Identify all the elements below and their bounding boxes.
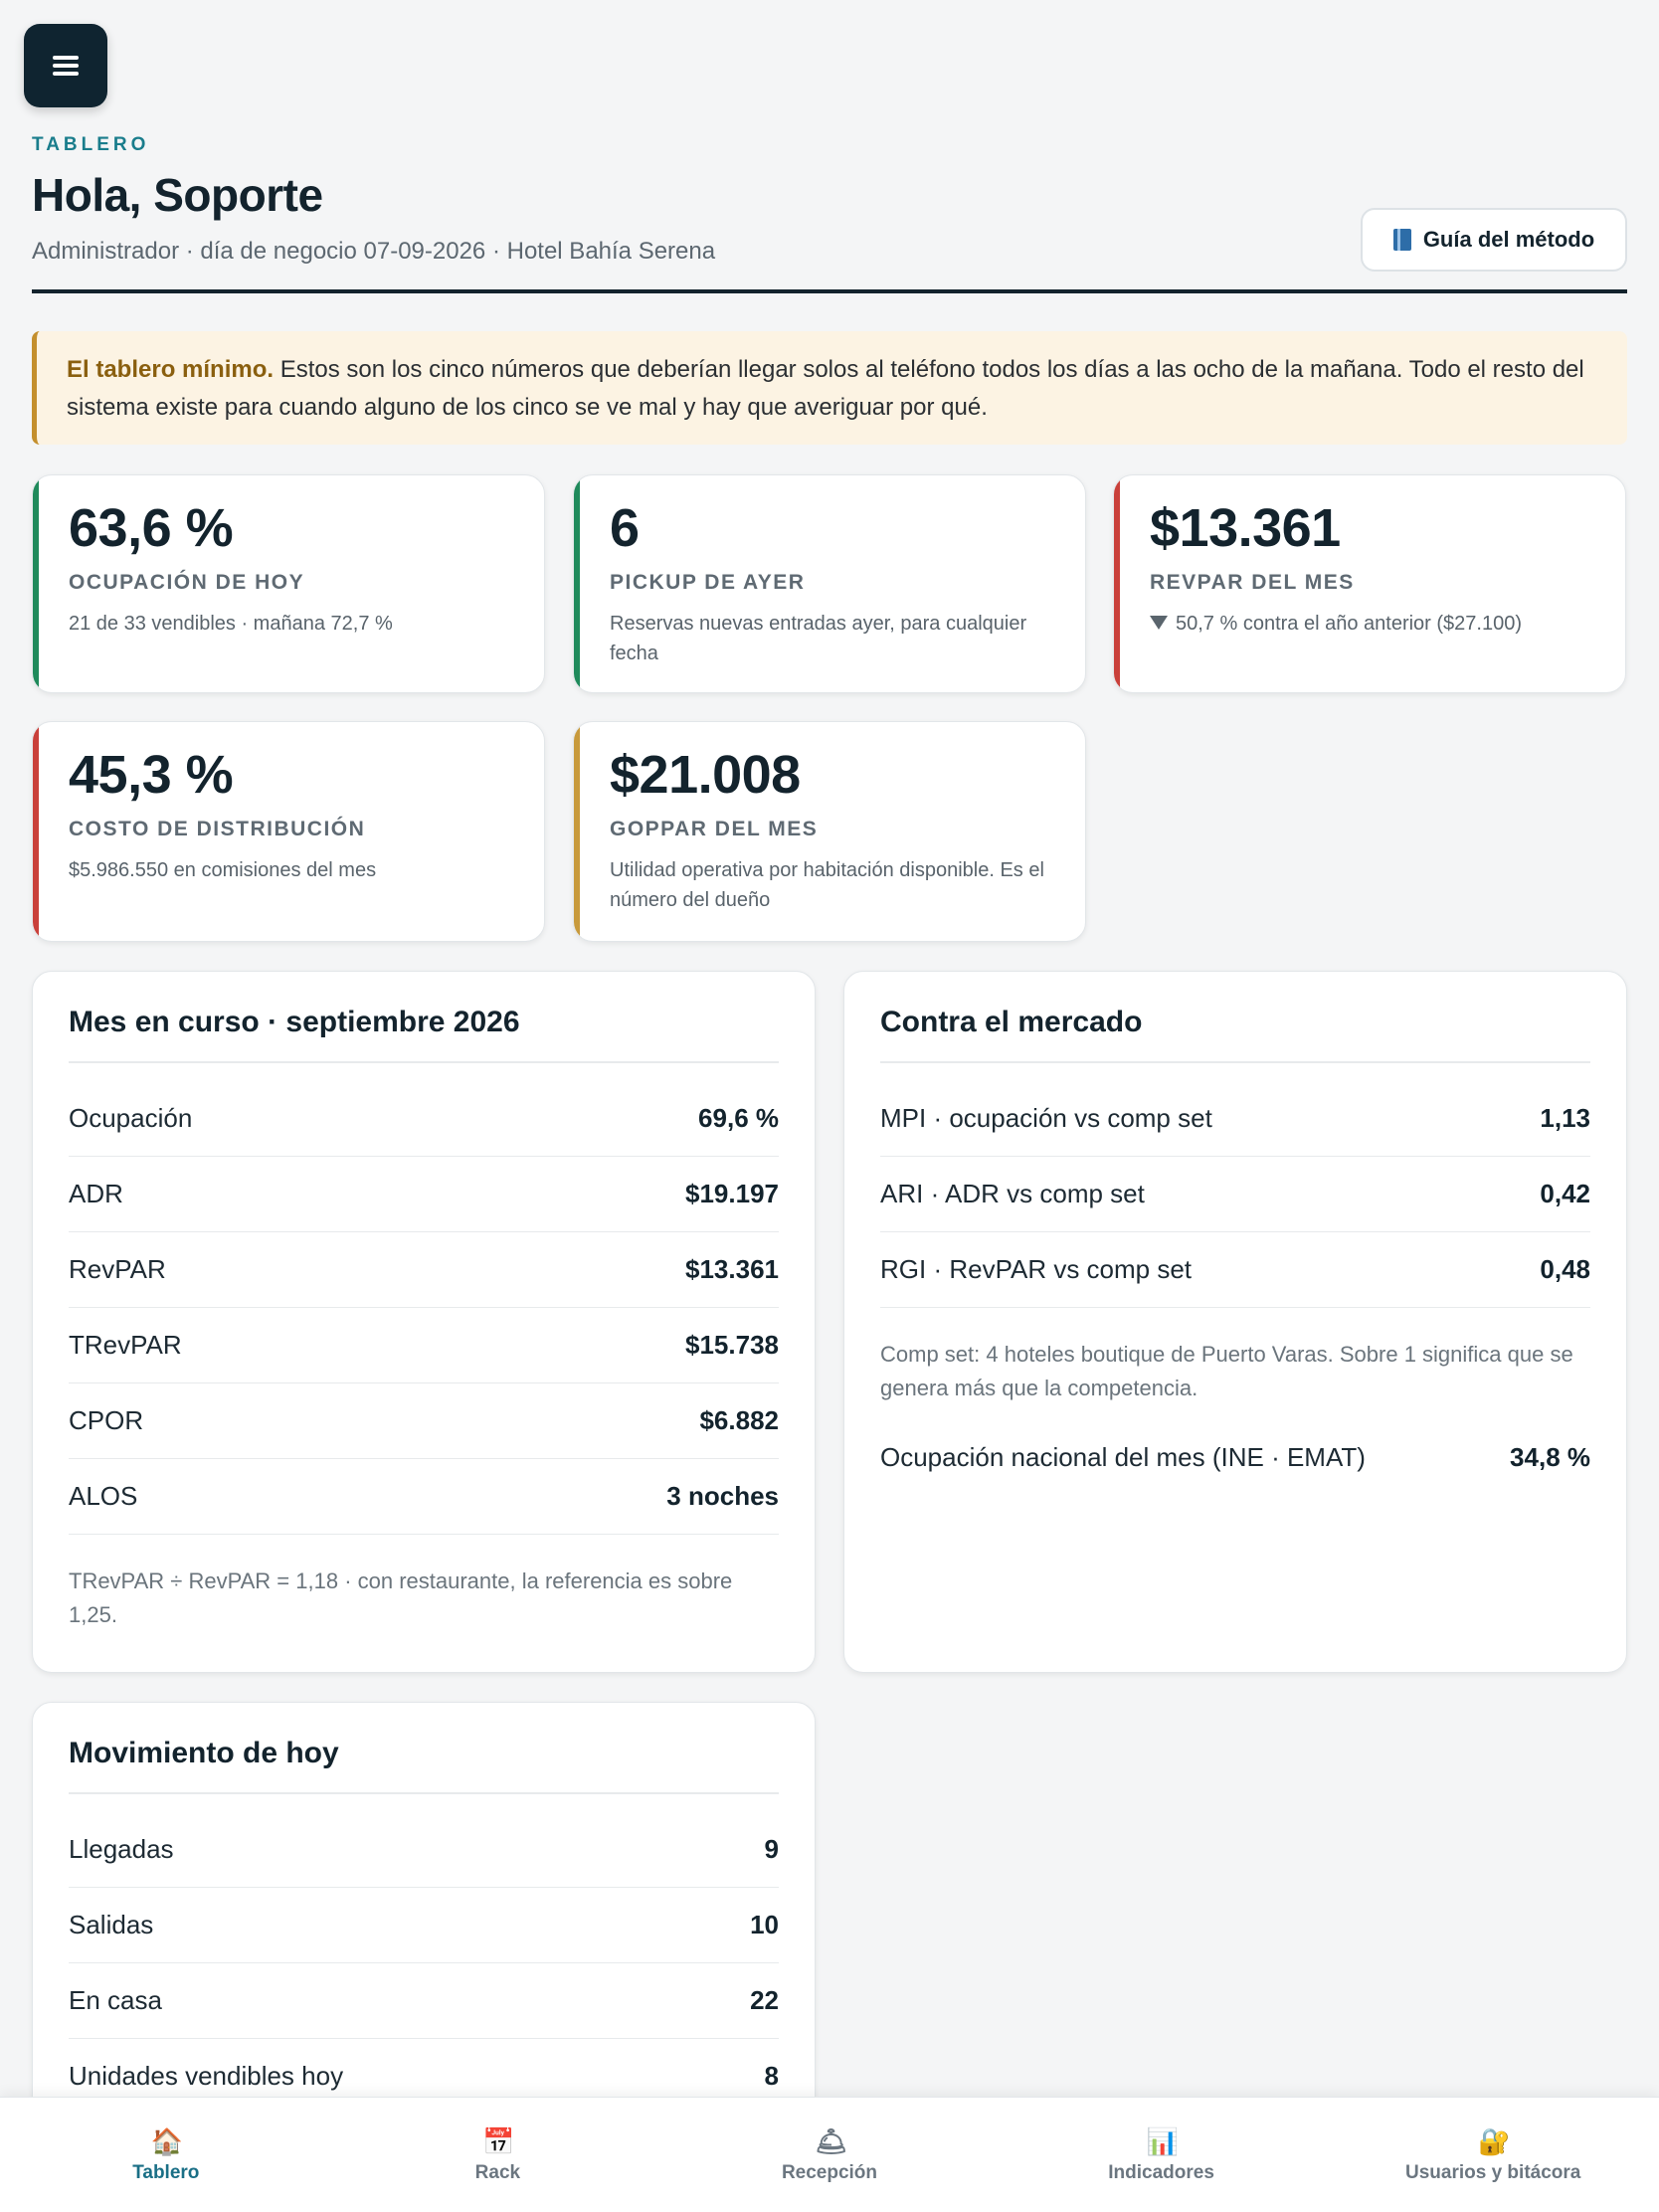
kpi-label: REVPAR DEL MES [1150, 571, 1355, 594]
kpi-card-goppar[interactable]: $21.008 GOPPAR DEL MES Utilidad operativ… [573, 721, 1086, 942]
metric-value: 3 noches [666, 1481, 779, 1511]
nav-item-recepcion[interactable]: 🛎 Recepción [663, 2098, 996, 2212]
kpi-card-revpar[interactable]: $13.361 REVPAR DEL MES 50,7 % contra el … [1113, 474, 1626, 693]
kpi-description: Reservas nuevas entradas ayer, para cual… [610, 613, 1027, 664]
lock-icon: 🔐 [1478, 2125, 1511, 2156]
metric-value: 34,8 % [1510, 1441, 1590, 1472]
method-guide-button[interactable]: Guía del método [1361, 208, 1627, 272]
kpi-card-occupancy[interactable]: 63,6 % OCUPACIÓN DE HOY 21 de 33 vendibl… [32, 474, 545, 693]
kpi-description: 21 de 33 vendibles · mañana 72,7 % [69, 613, 393, 635]
metric-row-cpor: CPOR $6.882 [69, 1383, 779, 1459]
kpi-card-pickup[interactable]: 6 PICKUP DE AYER Reservas nuevas entrada… [573, 474, 1086, 693]
month-panel: Mes en curso · septiembre 2026 Ocupación… [32, 971, 816, 1673]
metric-label: ALOS [69, 1481, 138, 1511]
nav-label: Tablero [132, 2161, 200, 2183]
metric-value: 0,42 [1540, 1179, 1590, 1208]
notice-text: Estos son los cinco números que deberían… [67, 356, 1584, 421]
kpi-description: 50,7 % contra el año anterior ($27.100) [1150, 609, 1589, 639]
metric-label: En casa [69, 1985, 162, 2015]
metric-row-revpar: RevPAR $13.361 [69, 1232, 779, 1308]
metric-value: 10 [750, 1910, 779, 1939]
kpi-value: 63,6 % [69, 498, 234, 558]
kpi-label: PICKUP DE AYER [610, 571, 806, 594]
metric-label: CPOR [69, 1405, 144, 1435]
metric-row-in-house: En casa 22 [69, 1963, 779, 2039]
kpi-label: GOPPAR DEL MES [610, 818, 819, 840]
metric-value: 8 [764, 2061, 779, 2091]
nav-item-tablero[interactable]: 🏠 Tablero [0, 2098, 332, 2212]
nav-label: Rack [474, 2161, 521, 2183]
page-header: TABLERO Hola, Soporte Administrador · dí… [32, 134, 1627, 293]
kpi-card-distribution-cost[interactable]: 45,3 % COSTO DE DISTRIBUCIÓN $5.986.550 … [32, 721, 545, 942]
metric-row-trevpar: TRevPAR $15.738 [69, 1308, 779, 1383]
nav-label: Recepción [781, 2161, 878, 2183]
method-guide-label: Guía del método [1422, 227, 1595, 252]
bell-icon: 🛎 [814, 2125, 847, 2156]
kpi-value: 6 [610, 498, 640, 558]
kpi-value: $21.008 [610, 745, 801, 805]
page-subtitle: Administrador · día de negocio 07-09-202… [32, 238, 716, 265]
metric-label: TRevPAR [69, 1330, 182, 1360]
bar-chart-icon: 📊 [1146, 2125, 1179, 2156]
kpi-value: $13.361 [1150, 498, 1341, 558]
trend-down-icon [1150, 616, 1168, 630]
metric-label: Ocupación nacional del mes (INE · EMAT) [880, 1441, 1366, 1472]
metric-value: 22 [750, 1985, 779, 2015]
nav-item-indicadores[interactable]: 📊 Indicadores [996, 2098, 1328, 2212]
dashboard-notice: El tablero mínimo. Estos son los cinco n… [32, 331, 1627, 445]
market-panel: Contra el mercado MPI · ocupación vs com… [843, 971, 1627, 1673]
hamburger-menu-icon [53, 56, 79, 76]
today-panel: Movimiento de hoy Llegadas 9 Salidas 10 En… [32, 1702, 816, 2120]
metric-label: Unidades vendibles hoy [69, 2061, 344, 2091]
section-eyebrow: TABLERO [32, 134, 150, 155]
metric-label: RGI · RevPAR vs comp set [880, 1254, 1193, 1284]
national-occupancy-row: Ocupación nacional del mes (INE · EMAT) 3… [880, 1419, 1590, 1495]
nav-item-rack[interactable]: 📅 Rack [332, 2098, 664, 2212]
metric-label: RevPAR [69, 1254, 166, 1284]
metric-label: ARI · ADR vs comp set [880, 1179, 1145, 1208]
nav-label: Usuarios y bitácora [1405, 2161, 1581, 2183]
kpi-label: OCUPACIÓN DE HOY [69, 571, 305, 594]
kpi-description: $5.986.550 en comisiones del mes [69, 859, 377, 881]
metric-value: $6.882 [699, 1405, 779, 1435]
kpi-description-text: 50,7 % contra el año anterior ($27.100) [1176, 613, 1522, 635]
metric-row-ari: ARI · ADR vs comp set 0,42 [880, 1157, 1590, 1232]
kpi-description: Utilidad operativa por habitación dispon… [610, 859, 1044, 911]
nav-label: Indicadores [1108, 2161, 1214, 2183]
menu-button[interactable] [24, 24, 107, 107]
today-panel-title: Movimiento de hoy [69, 1737, 779, 1794]
book-icon [1392, 229, 1411, 251]
metric-value: 9 [764, 1834, 779, 1864]
metric-row-adr: ADR $19.197 [69, 1157, 779, 1232]
metric-value: $15.738 [685, 1330, 779, 1360]
calendar-icon: 📅 [482, 2125, 515, 2156]
metric-row-arrivals: Llegadas 9 [69, 1812, 779, 1888]
metric-label: Salidas [69, 1910, 154, 1939]
kpi-label: COSTO DE DISTRIBUCIÓN [69, 818, 366, 840]
metric-value: 1,13 [1540, 1103, 1590, 1133]
metric-value: $13.361 [685, 1254, 779, 1284]
month-panel-title: Mes en curso · septiembre 2026 [69, 1006, 779, 1063]
metric-label: ADR [69, 1179, 123, 1208]
metric-label: Ocupación [69, 1103, 193, 1133]
notice-title: El tablero mínimo. [67, 356, 275, 383]
metric-row-alos: ALOS 3 noches [69, 1459, 779, 1535]
comp-set-note: Comp set: 4 hoteles boutique de Puerto V… [880, 1342, 1573, 1400]
metric-row-occupancy: Ocupación 69,6 % [69, 1081, 779, 1157]
metric-label: Llegadas [69, 1834, 174, 1864]
metric-label: MPI · ocupación vs comp set [880, 1103, 1212, 1133]
page-title: Hola, Soporte [32, 169, 323, 221]
metric-row-departures: Salidas 10 [69, 1888, 779, 1963]
bottom-navigation: 🏠 Tablero 📅 Rack 🛎 Recepción 📊 Indicador… [0, 2097, 1659, 2212]
month-panel-note: TRevPAR ÷ RevPAR = 1,18 · con restaurant… [69, 1568, 733, 1627]
nav-item-usuarios[interactable]: 🔐 Usuarios y bitácora [1327, 2098, 1659, 2212]
metric-row-mpi: MPI · ocupación vs comp set 1,13 [880, 1081, 1590, 1157]
house-icon: 🏠 [150, 2125, 184, 2156]
metric-value: 69,6 % [698, 1103, 779, 1133]
metric-row-rgi: RGI · RevPAR vs comp set 0,48 [880, 1232, 1590, 1308]
metric-value: 0,48 [1540, 1254, 1590, 1284]
market-panel-title: Contra el mercado [880, 1006, 1590, 1063]
metric-value: $19.197 [685, 1179, 779, 1208]
kpi-value: 45,3 % [69, 745, 234, 805]
